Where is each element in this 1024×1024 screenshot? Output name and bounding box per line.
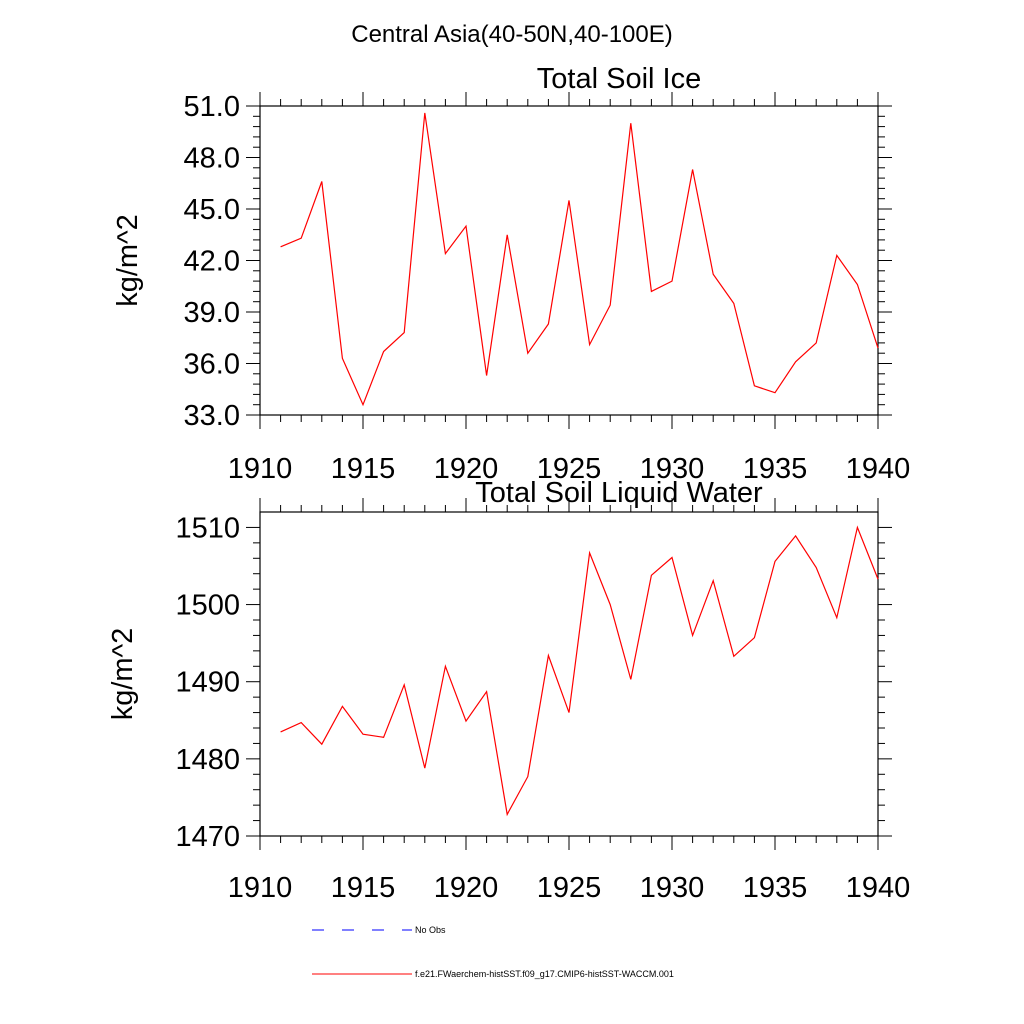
figure-title: Central Asia(40-50N,40-100E) xyxy=(351,21,673,48)
series-line xyxy=(280,112,879,407)
y-tick-label: 1480 xyxy=(175,744,240,776)
panel-total-soil-liquid-water: Total Soil Liquid Water kg/m^2 1910 1915 192… xyxy=(107,477,910,904)
x-tick-label: 1915 xyxy=(331,872,396,904)
legend-label-1: f.e21.FWaerchem-histSST.f09_g17.CMIP6-hi… xyxy=(415,969,674,979)
chart-title: Total Soil Liquid Water xyxy=(475,477,763,509)
x-tick-label: 1920 xyxy=(434,872,499,904)
x-tick-label: 1925 xyxy=(537,453,602,485)
x-tick-label: 1925 xyxy=(537,872,602,904)
x-tick-label: 1935 xyxy=(743,453,808,485)
x-tick-label: 1915 xyxy=(331,453,396,485)
x-tick-label: 1940 xyxy=(846,872,911,904)
plot-frame xyxy=(259,105,879,416)
legend: No Obs f.e21.FWaerchem-histSST.f09_g17.CM… xyxy=(312,925,674,979)
x-tick-label: 1930 xyxy=(640,453,705,485)
y-tick-label: 51.0 xyxy=(184,91,240,123)
series-line xyxy=(280,525,879,817)
y-axis-label: kg/m^2 xyxy=(107,628,139,721)
y-tick-label: 42.0 xyxy=(184,246,240,278)
y-tick-label: 48.0 xyxy=(184,143,240,175)
x-tick-label: 1910 xyxy=(228,872,293,904)
x-tick-label: 1920 xyxy=(434,453,499,485)
chart-title: Total Soil Ice xyxy=(537,63,701,95)
y-tick-label: 1490 xyxy=(175,667,240,699)
x-tick-label: 1940 xyxy=(846,453,911,485)
y-axis-label: kg/m^2 xyxy=(112,214,144,307)
y-tick-label: 39.0 xyxy=(184,297,240,329)
y-tick-label: 1500 xyxy=(175,590,240,622)
x-tick-label: 1910 xyxy=(228,453,293,485)
x-tick-label: 1935 xyxy=(743,872,808,904)
y-tick-label: 33.0 xyxy=(184,400,240,432)
y-tick-label: 36.0 xyxy=(184,349,240,381)
y-tick-label: 45.0 xyxy=(184,194,240,226)
legend-label-0: No Obs xyxy=(415,925,446,935)
panel-total-soil-ice: Total Soil Ice kg/m^2 1910 1915 1920 1925 1930… xyxy=(112,63,910,485)
x-tick-label: 1930 xyxy=(640,872,705,904)
y-tick-label: 1470 xyxy=(175,821,240,853)
plot-frame xyxy=(259,511,879,837)
y-tick-label: 1510 xyxy=(175,512,240,544)
